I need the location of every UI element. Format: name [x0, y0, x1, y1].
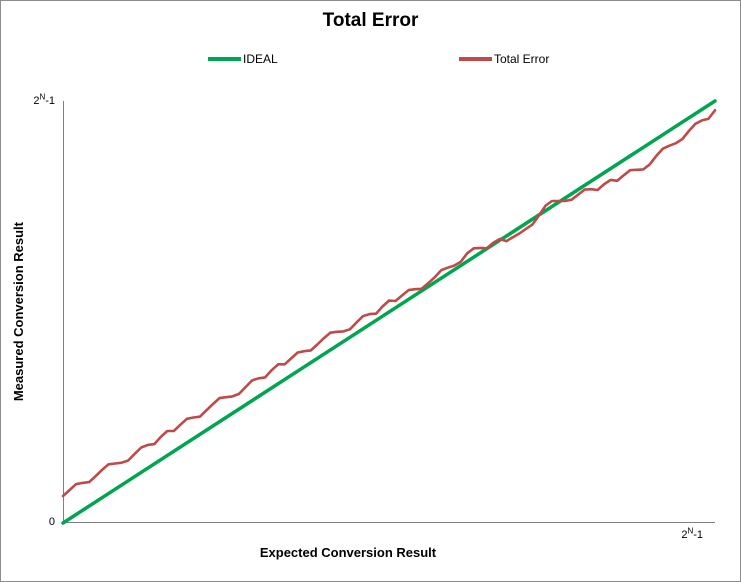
legend-item-ideal: IDEAL [208, 53, 278, 65]
legend-label-total-error: Total Error [494, 52, 550, 66]
legend-item-total-error: Total Error [459, 53, 549, 65]
y-axis-title: Measured Conversion Result [10, 222, 26, 402]
x-tick-max: 2N-1 [681, 526, 703, 541]
y-tick-zero: 0 [48, 516, 55, 528]
ideal-line-swatch-icon [208, 57, 241, 61]
x-axis-title: Expected Conversion Result [259, 545, 437, 560]
plot-svg [61, 99, 717, 525]
chart-title: Total Error [322, 10, 419, 31]
ideal-line [61, 99, 717, 525]
total-error-line-swatch-icon [459, 57, 492, 61]
legend-label-ideal: IDEAL [243, 52, 278, 66]
plot-area [61, 99, 717, 525]
y-tick-max: 2N-1 [33, 92, 55, 107]
total-error-line [61, 109, 717, 498]
